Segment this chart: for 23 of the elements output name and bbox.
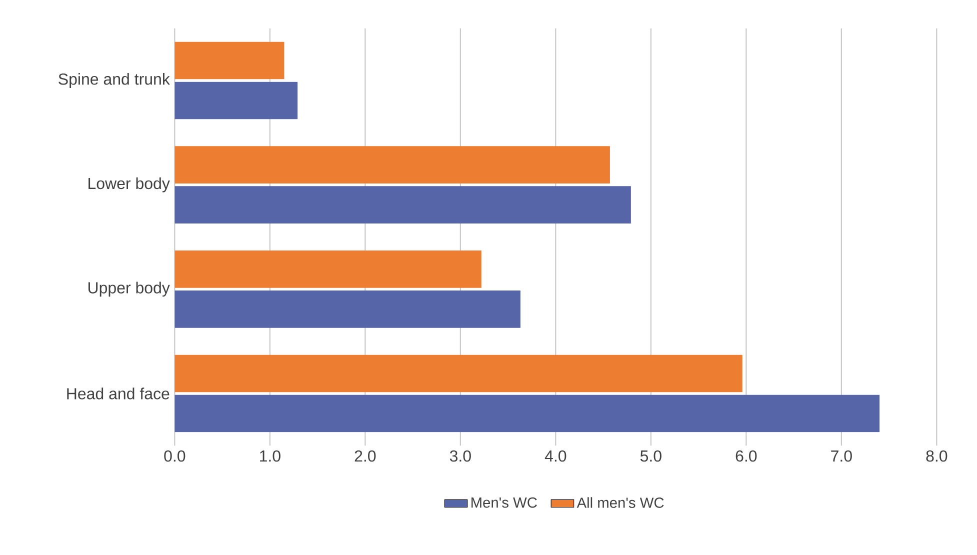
x-tick-label: 6.0 <box>736 450 757 462</box>
bar <box>174 394 880 432</box>
y-tick-label: Lower body <box>88 177 170 192</box>
legend-label: Men's WC <box>472 497 537 508</box>
legend-label: All men's WC <box>576 497 664 508</box>
x-tick-label: 0.0 <box>164 450 186 462</box>
bar <box>174 42 284 80</box>
x-tick-label: 2.0 <box>354 450 376 462</box>
x-tick-label: 3.0 <box>450 450 471 462</box>
x-tick-label: 5.0 <box>640 450 662 462</box>
bar <box>174 186 631 224</box>
x-tick-label: 1.0 <box>260 450 280 462</box>
y-tick-label: Upper body <box>88 282 170 297</box>
bar <box>174 290 520 328</box>
x-tick-label: 7.0 <box>831 450 852 462</box>
bar <box>174 82 298 120</box>
x-tick-label: 4.0 <box>544 450 566 462</box>
y-tick-label: Head and face <box>67 388 170 400</box>
x-tick-label: 8.0 <box>926 450 948 462</box>
bar <box>174 250 482 288</box>
y-tick-label: Spine and trunk <box>58 73 170 88</box>
bar <box>174 146 610 184</box>
bar <box>174 354 742 392</box>
